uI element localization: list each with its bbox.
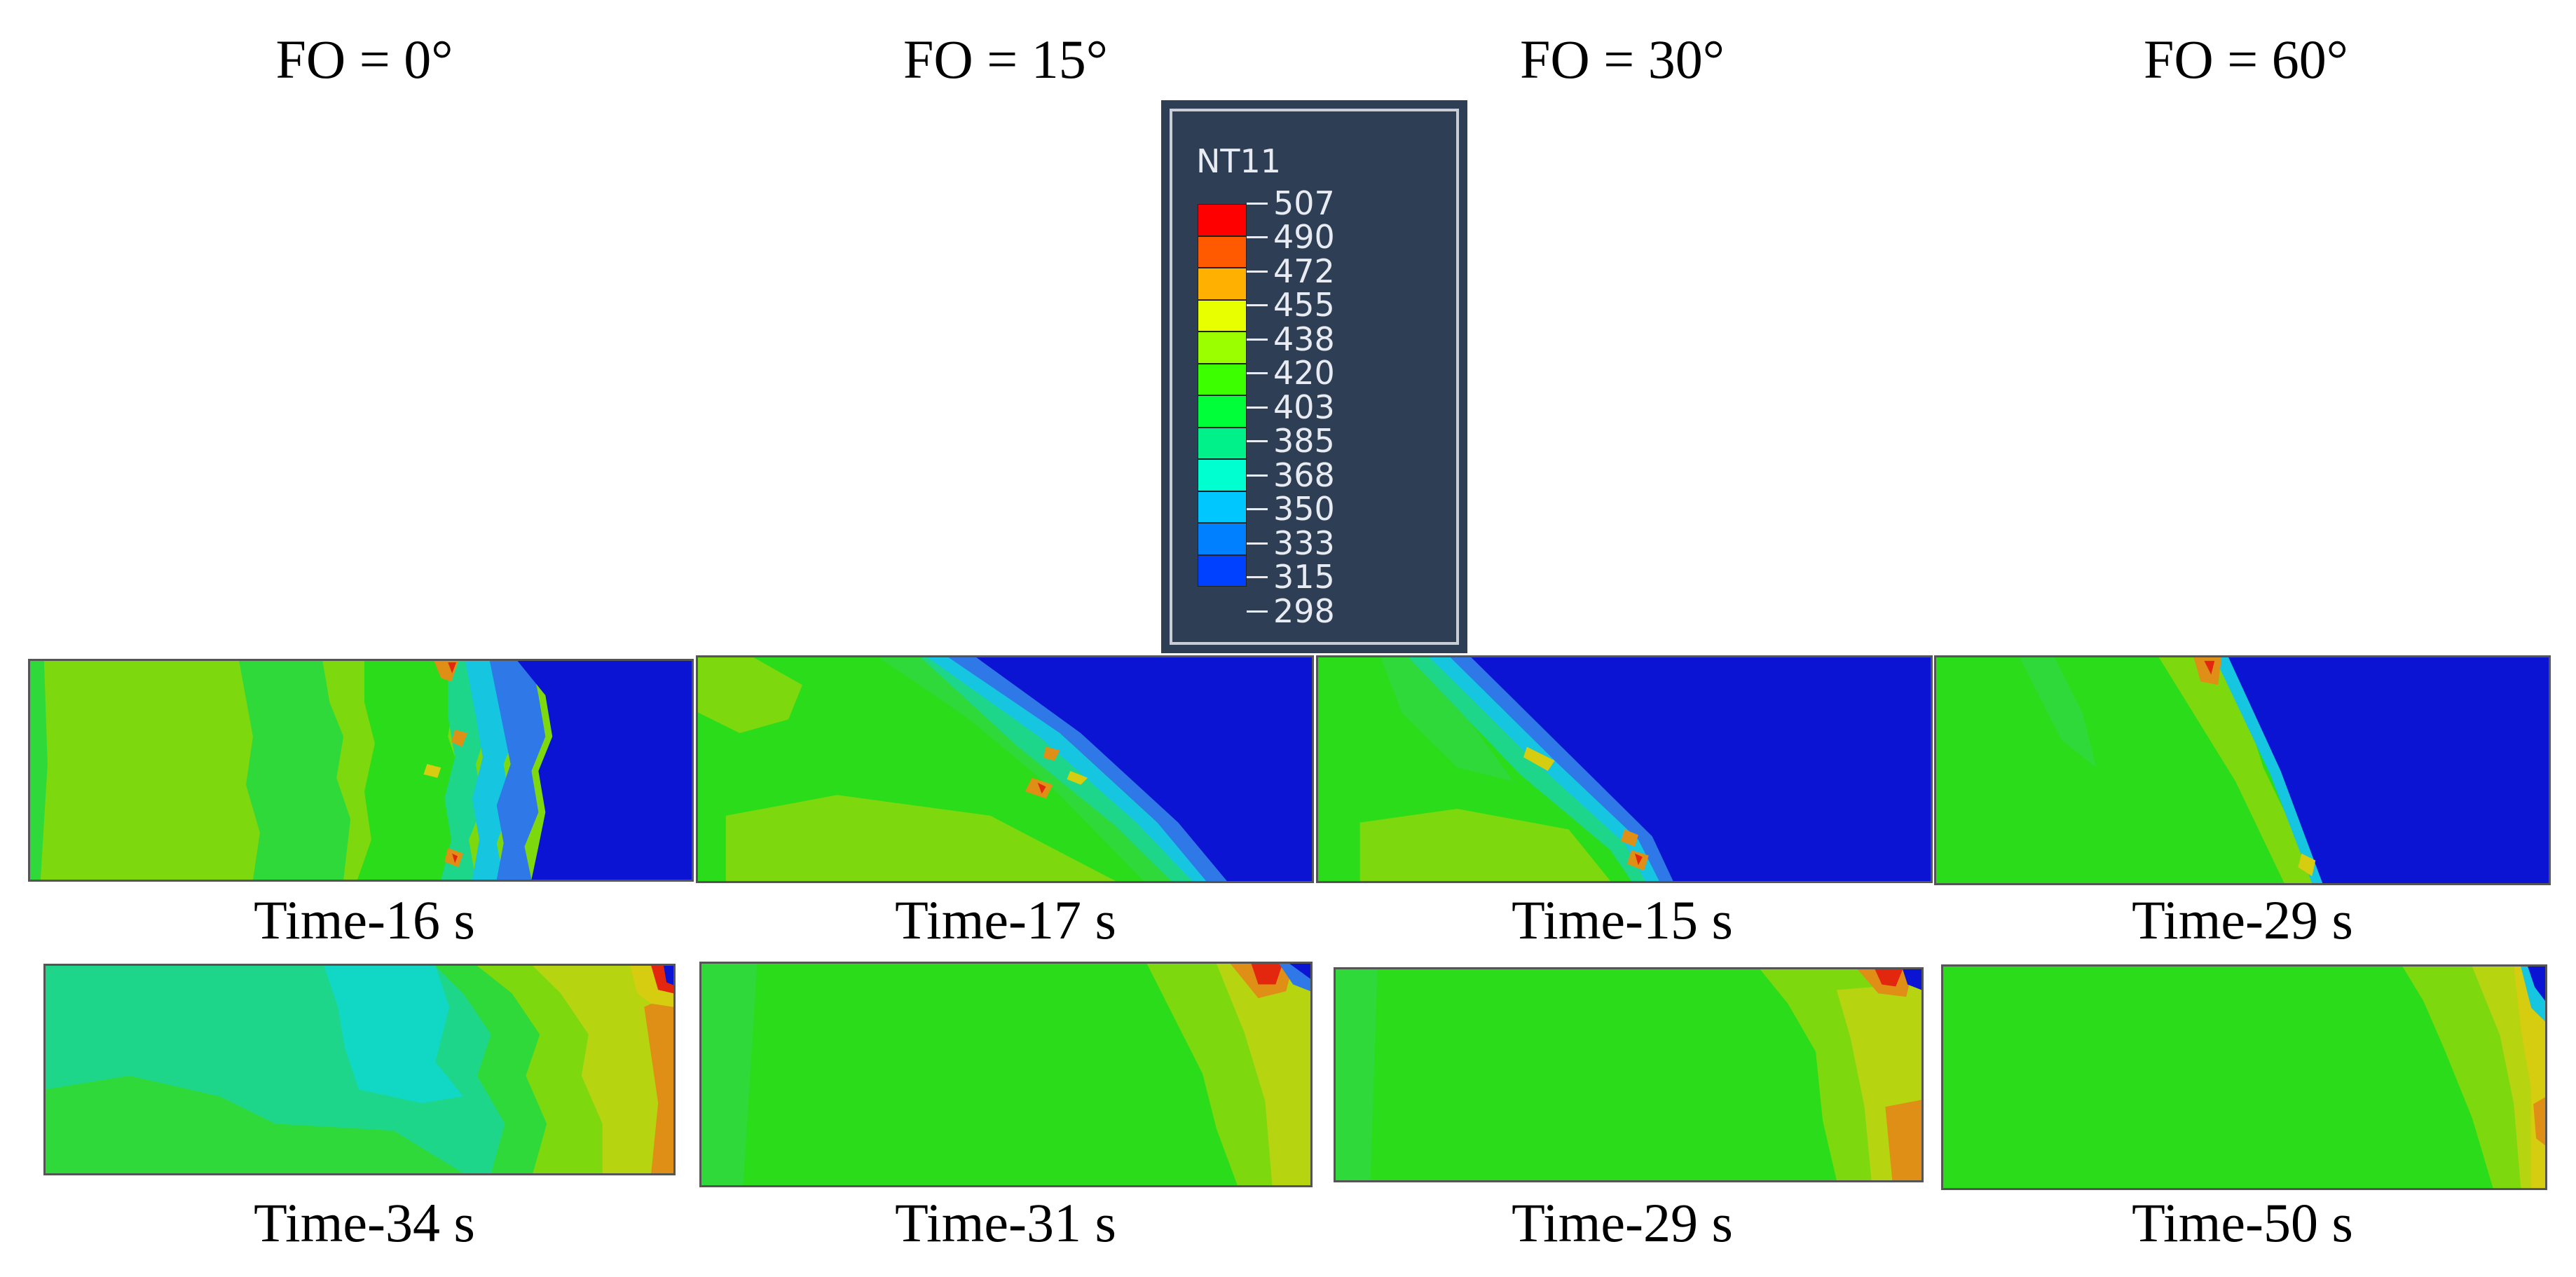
legend-tick: [1247, 508, 1268, 510]
contour-plot-fo60-t29: [1934, 655, 2551, 885]
legend-swatch: [1198, 204, 1247, 236]
legend-value: 403: [1273, 388, 1335, 426]
legend-swatch: [1198, 235, 1247, 268]
contour-plot-fo30-t15: [1316, 655, 1933, 883]
legend-tick: [1247, 474, 1268, 477]
legend-value: 385: [1273, 422, 1335, 460]
contour-plot-fo15-t17: [696, 655, 1314, 883]
temperature-field: [1318, 657, 1931, 881]
legend-swatch: [1198, 299, 1247, 332]
column-title-fo-30: FO = 30°: [1520, 29, 1725, 90]
temperature-field: [701, 964, 1310, 1185]
caption-fo30-row2: Time-29 s: [1512, 1192, 1733, 1253]
temperature-field: [1936, 657, 2549, 883]
caption-fo15-row2: Time-31 s: [895, 1192, 1116, 1253]
contour-plot-fo0-t16: [28, 659, 694, 882]
temperature-field: [698, 657, 1312, 881]
legend-tick: [1247, 372, 1268, 374]
legend-frame: [1170, 109, 1459, 645]
caption-fo15-row1: Time-17 s: [895, 889, 1116, 950]
legend-tick: [1247, 236, 1268, 238]
contour-plot-fo30-t29: [1334, 967, 1924, 1182]
legend-swatch: [1198, 332, 1247, 364]
legend-tick: [1247, 407, 1268, 409]
legend-value: 315: [1273, 558, 1335, 596]
nt11-color-legend: NT11 507 490 472 455 438 420 403 385 368…: [1161, 100, 1467, 653]
legend-tick: [1247, 542, 1268, 545]
caption-fo0-row2: Time-34 s: [254, 1192, 475, 1253]
legend-swatch: [1198, 554, 1247, 587]
legend-value: 490: [1273, 218, 1335, 256]
legend-value: 455: [1273, 286, 1335, 324]
legend-tick: [1247, 271, 1268, 273]
legend-value: 298: [1273, 592, 1335, 630]
legend-value: 420: [1273, 354, 1335, 392]
temperature-field: [30, 661, 692, 880]
legend-swatch: [1198, 523, 1247, 555]
legend-tick: [1247, 610, 1268, 613]
legend-tick: [1247, 203, 1268, 205]
temperature-field: [1943, 967, 2545, 1188]
contour-plot-fo15-t31: [699, 962, 1313, 1187]
legend-swatch: [1198, 363, 1247, 395]
legend-swatch: [1198, 427, 1247, 459]
legend-swatches: [1198, 204, 1247, 587]
caption-fo60-row2: Time-50 s: [2132, 1192, 2353, 1253]
column-title-fo-0: FO = 0°: [275, 29, 453, 90]
legend-value: 333: [1273, 524, 1335, 562]
legend-tick: [1247, 440, 1268, 442]
contour-plot-fo60-t50: [1941, 964, 2547, 1190]
temperature-field: [1336, 969, 1921, 1180]
legend-title: NT11: [1196, 142, 1282, 180]
legend-tick: [1247, 339, 1268, 341]
temperature-field: [46, 966, 673, 1173]
legend-swatch: [1198, 395, 1247, 428]
legend-swatch: [1198, 268, 1247, 300]
caption-fo0-row1: Time-16 s: [254, 889, 475, 950]
legend-value: 350: [1273, 490, 1335, 528]
legend-tick: [1247, 304, 1268, 306]
legend-tick: [1247, 576, 1268, 578]
legend-value: 472: [1273, 252, 1335, 290]
column-title-fo-60: FO = 60°: [2144, 29, 2348, 90]
caption-fo60-row1: Time-29 s: [2132, 889, 2353, 950]
legend-swatch: [1198, 459, 1247, 491]
column-title-fo-15: FO = 15°: [903, 29, 1108, 90]
legend-value: 368: [1273, 456, 1335, 494]
caption-fo30-row1: Time-15 s: [1512, 889, 1733, 950]
legend-value: 507: [1273, 184, 1335, 222]
contour-plot-fo0-t34: [43, 964, 676, 1175]
legend-value: 438: [1273, 320, 1335, 358]
legend-swatch: [1198, 491, 1247, 523]
